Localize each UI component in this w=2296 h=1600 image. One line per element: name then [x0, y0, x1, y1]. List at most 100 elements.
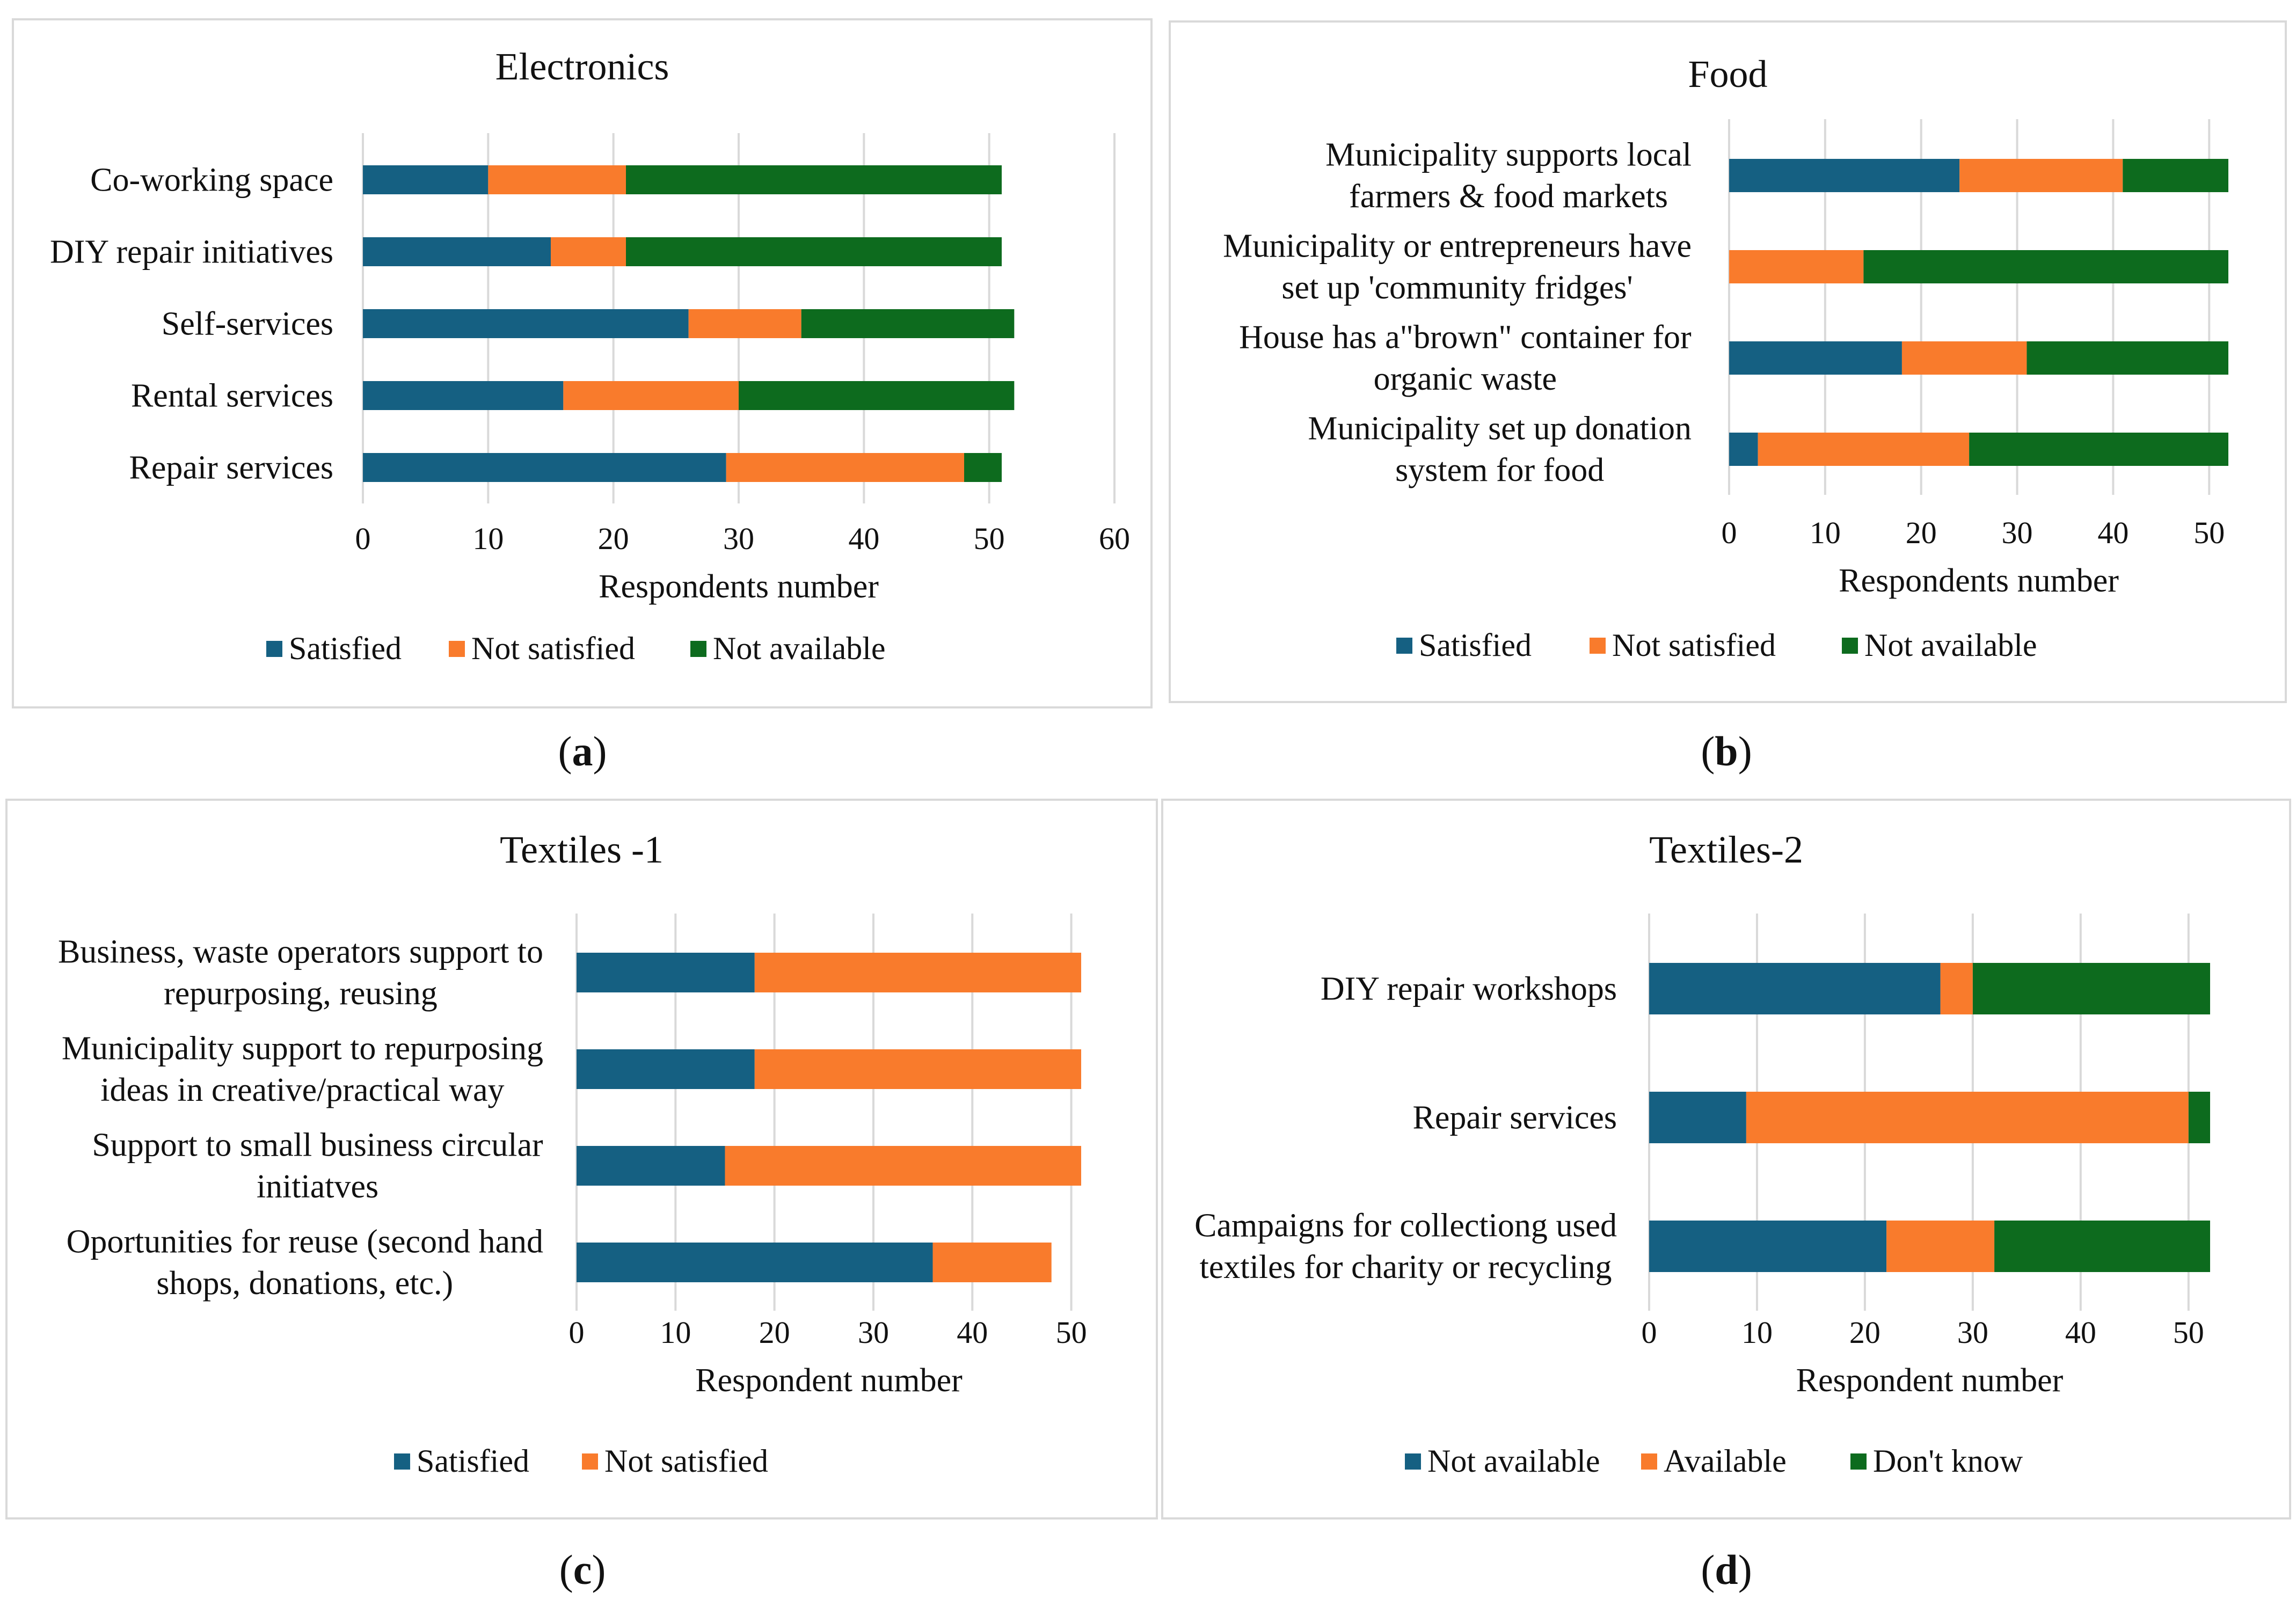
caption-letter: c — [573, 1546, 592, 1593]
bar-segment — [363, 309, 689, 338]
category-label: Rental services — [131, 377, 333, 414]
legend-label: Satisfied — [417, 1443, 529, 1479]
tick-label: 20 — [1849, 1315, 1880, 1350]
tick-label: 30 — [1957, 1315, 1988, 1350]
tick-label: 40 — [2097, 515, 2129, 550]
bar-segment — [363, 453, 726, 482]
tick-label: 50 — [2173, 1315, 2204, 1350]
legend-swatch — [1405, 1453, 1421, 1470]
legend-label: Not satisfied — [604, 1443, 768, 1479]
tick-label: 20 — [759, 1315, 790, 1350]
caption-c: (c) — [559, 1546, 606, 1593]
bar-segment — [1649, 1221, 1887, 1272]
bar-segment — [1994, 1221, 2210, 1272]
bar-segment — [1863, 250, 2228, 283]
bar-segment — [563, 381, 739, 410]
category-label: Municipality support to repurposing ideas… — [62, 1031, 543, 1109]
bar-segment — [1758, 433, 1970, 466]
category-label: Business, waste operators support to repu… — [58, 934, 543, 1012]
bar-segment — [1940, 963, 1973, 1014]
category-label: House has a"brown" container for organic … — [1239, 319, 1692, 398]
bar-segment — [551, 237, 626, 266]
tick-label: 50 — [1056, 1315, 1087, 1350]
tick-label: 40 — [957, 1315, 988, 1350]
bar-segment — [363, 165, 489, 194]
category-label: Co-working space — [90, 162, 333, 198]
legend-swatch — [449, 641, 465, 657]
bar-segment — [577, 1146, 725, 1186]
legend-label: Not available — [1427, 1443, 1600, 1479]
bar-segment — [577, 1243, 933, 1282]
stacked-bar-chart: Electronics Co-working space DIY repair in… — [50, 45, 1130, 666]
tick-label: 40 — [848, 521, 879, 556]
x-axis-label: Respondents number — [599, 568, 879, 605]
legend-label: Available — [1664, 1443, 1787, 1479]
legend-label: Satisfied — [289, 631, 402, 666]
legend-swatch — [1850, 1453, 1867, 1470]
bar-segment — [932, 1243, 1052, 1282]
stacked-bar-chart: Textiles -1 Business, waste operators sup… — [58, 828, 1087, 1479]
legend-swatch — [690, 641, 706, 657]
tick-label: 30 — [2002, 515, 2033, 550]
legend-swatch — [582, 1453, 598, 1470]
tick-label: 10 — [660, 1315, 691, 1350]
bar-segment — [2027, 341, 2228, 375]
caption-letter: b — [1715, 728, 1738, 775]
bar-segment — [1649, 963, 1941, 1014]
legend-label: Not available — [1864, 627, 2037, 663]
stacked-bar-chart: Food Municipality supports local farmers &… — [1223, 53, 2228, 663]
tick-label: 30 — [858, 1315, 889, 1350]
tick-label: 10 — [1741, 1315, 1773, 1350]
category-label: Support to small business circular initia… — [92, 1127, 543, 1206]
tick-label: 40 — [2065, 1315, 2096, 1350]
bar-segment — [964, 453, 1002, 482]
legend-label: Satisfied — [1419, 627, 1532, 663]
tick-label: 10 — [472, 521, 504, 556]
chart-panel-textiles-2: Textiles-2 DIY repair workshops Repair ser… — [1161, 799, 2291, 1519]
chart-title: Electronics — [495, 45, 669, 88]
legend-swatch — [1842, 638, 1858, 654]
bar-segment — [577, 953, 755, 992]
category-label: Municipality supports local farmers & foo… — [1325, 137, 1692, 215]
bar-segment — [1746, 1092, 2189, 1143]
category-label: Municipality set up donation system for f… — [1308, 411, 1692, 489]
x-axis-label: Respondents number — [1839, 562, 2119, 599]
bar-segment — [1959, 159, 2123, 192]
bar-segment — [801, 309, 1015, 338]
legend-swatch — [1590, 638, 1606, 654]
chart-title: Textiles-2 — [1649, 828, 1803, 871]
legend-label: Not satisfied — [1612, 627, 1776, 663]
legend-swatch — [1641, 1453, 1657, 1470]
tick-label: 0 — [355, 521, 371, 556]
bar-segment — [626, 237, 1002, 266]
bar-segment — [725, 1146, 1081, 1186]
category-label: Municipality or entrepreneurs have set up… — [1223, 228, 1692, 306]
bar-segment — [363, 237, 551, 266]
bar-segment — [2123, 159, 2228, 192]
bar-segment — [688, 309, 801, 338]
legend-swatch — [394, 1453, 410, 1470]
category-label: Campaigns for collectiong used textiles f… — [1194, 1208, 1617, 1286]
bar-segment — [1901, 341, 2027, 375]
chart-panel-food: Food Municipality supports local farmers &… — [1169, 20, 2287, 703]
bar-segment — [363, 381, 564, 410]
legend-label: Don't know — [1873, 1443, 2023, 1479]
caption-a: (a) — [558, 728, 607, 775]
chart-panel-textiles-1: Textiles -1 Business, waste operators sup… — [5, 799, 1158, 1519]
bar-segment — [1729, 341, 1902, 375]
tick-label: 0 — [569, 1315, 585, 1350]
bar-segment — [1972, 963, 2210, 1014]
bar-segment — [488, 165, 626, 194]
tick-label: 0 — [1722, 515, 1737, 550]
tick-label: 30 — [723, 521, 754, 556]
bar-segment — [1729, 433, 1758, 466]
tick-label: 0 — [1642, 1315, 1657, 1350]
category-label: Repair services — [129, 449, 333, 486]
category-label: Oportunities for reuse (second hand shops… — [67, 1224, 543, 1302]
bar-segment — [1729, 159, 1960, 192]
legend-label: Not satisfied — [471, 631, 635, 666]
tick-label: 10 — [1810, 515, 1841, 550]
bar-segment — [1886, 1221, 1995, 1272]
x-axis-label: Respondent number — [1796, 1362, 2064, 1399]
tick-label: 20 — [1906, 515, 1937, 550]
